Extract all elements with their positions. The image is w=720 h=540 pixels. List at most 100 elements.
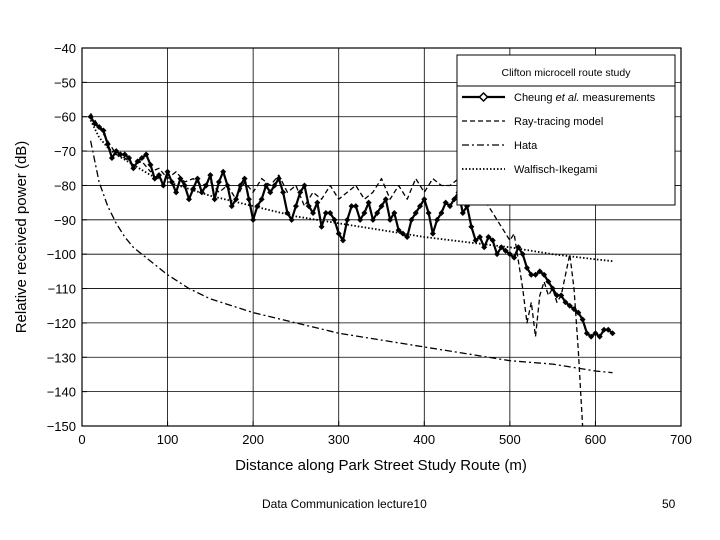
measurement-point [215, 179, 222, 186]
measurement-point [541, 271, 548, 278]
measurement-point [429, 230, 436, 237]
measurement-point [185, 196, 192, 203]
measurement-point [438, 209, 445, 216]
measurement-point [485, 234, 492, 240]
measurement-point [134, 158, 141, 165]
measurement-point [262, 182, 269, 189]
measurement-point [468, 223, 475, 230]
y-tick-label: −120 [47, 316, 76, 331]
measurement-point [147, 161, 154, 168]
measurement-point [592, 330, 599, 337]
measurement-point [408, 216, 415, 223]
x-tick-label: 500 [499, 432, 521, 447]
measurement-point [297, 189, 304, 196]
measurement-point [151, 175, 158, 182]
measurement-point [258, 196, 265, 203]
x-tick-label: 600 [585, 432, 607, 447]
measurement-point [476, 234, 483, 240]
measurement-point [254, 203, 261, 210]
measurement-point [198, 189, 205, 196]
series-line-dash-dot [89, 140, 613, 374]
measurement-point [425, 209, 432, 216]
measurement-point [318, 223, 325, 230]
measurement-point [545, 278, 552, 285]
measurement-point [523, 264, 530, 271]
measurement-point [275, 175, 282, 182]
measurement-point [609, 330, 616, 337]
measurement-point [117, 151, 124, 158]
page-number: 50 [662, 497, 676, 511]
measurement-point [494, 251, 501, 258]
measurement-point [558, 292, 565, 299]
measurement-point [190, 185, 197, 192]
measurement-point [605, 326, 612, 333]
measurement-point [369, 216, 376, 223]
measurement-point [280, 189, 287, 196]
measurement-point [399, 230, 406, 237]
measurement-point [181, 182, 188, 189]
measurement-point [498, 244, 505, 251]
measurement-point [596, 333, 603, 340]
measurement-point [233, 196, 240, 203]
measurement-point [314, 199, 321, 206]
measurement-point [156, 172, 163, 179]
measurement-point [301, 182, 308, 189]
plot-frame [81, 47, 682, 427]
measurement-point [203, 182, 210, 189]
legend-marker [478, 91, 489, 103]
measurement-point [434, 216, 441, 223]
measurement-point [412, 209, 419, 216]
measurement-point [481, 244, 488, 251]
measurement-point [224, 182, 231, 189]
measurement-point [519, 251, 526, 258]
measurement-point [566, 302, 573, 309]
legend-label: Cheung et al. measurements [514, 92, 656, 104]
measurement-point [207, 172, 214, 179]
measurement-point [588, 333, 595, 340]
measurement-point [442, 199, 449, 206]
measurement-point [305, 203, 312, 210]
legend-label: Ray-tracing model [514, 116, 603, 128]
y-tick-label: −150 [47, 419, 76, 434]
measurement-point [536, 268, 543, 275]
measurement-point [164, 168, 171, 175]
measurement-point [511, 254, 518, 261]
measurement-point [228, 203, 235, 210]
x-tick-label: 300 [328, 432, 350, 447]
legend-title: Clifton microcell route study [502, 67, 632, 79]
measurement-point [451, 196, 458, 203]
measurement-point [506, 251, 513, 258]
measurement-point [108, 154, 115, 161]
measurement-point [562, 299, 569, 306]
measurement-point [143, 151, 150, 158]
measurement-point [549, 285, 556, 292]
measurement-point [600, 326, 607, 333]
measurement-point [160, 182, 167, 189]
measurement-point [378, 203, 385, 210]
measurement-point [220, 168, 227, 175]
measurement-point [395, 227, 402, 234]
x-axis-label: Distance along Park Street Study Route (… [235, 457, 527, 474]
y-tick-label: −110 [48, 282, 76, 297]
measurement-point [87, 113, 94, 120]
series-line-dashed [90, 112, 584, 427]
legend-label: Walfisch-Ikegami [514, 164, 597, 176]
y-tick-label: −50 [54, 75, 76, 90]
measurement-point [553, 292, 560, 299]
measurement-point [459, 209, 466, 216]
y-tick-label: −60 [54, 110, 76, 125]
measurement-point [310, 209, 317, 216]
measurement-point [250, 216, 257, 223]
measurement-point [417, 203, 424, 210]
measurement-point [194, 175, 201, 182]
measurement-point [361, 209, 368, 216]
y-tick-label: −90 [54, 213, 76, 228]
measurement-point [571, 306, 578, 313]
measurement-point [130, 165, 137, 172]
measurement-point [100, 127, 107, 134]
measurement-point [515, 244, 522, 251]
measurement-point [126, 154, 133, 161]
legend-label: Hata [514, 140, 538, 152]
measurement-point [344, 216, 351, 223]
axis-ticks: 0 100 200 300 400 500 600 700 −40 −50 −60 −70 −80 −90… [47, 41, 692, 447]
